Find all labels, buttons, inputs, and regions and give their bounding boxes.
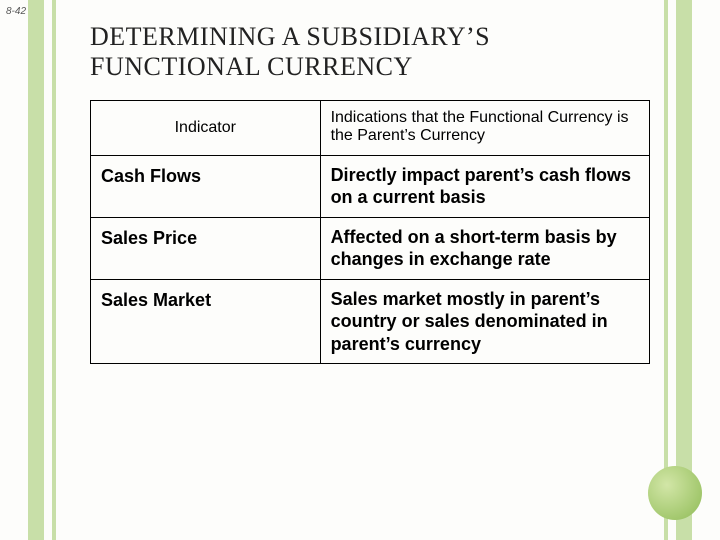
slide-title: DETERMINING A SUBSIDIARY’S FUNCTIONAL CU… <box>90 22 650 82</box>
header-indicator: Indicator <box>91 100 321 155</box>
cell-description: Affected on a short-term basis by change… <box>320 217 649 279</box>
table-row: Sales Market Sales market mostly in pare… <box>91 279 650 364</box>
decor-circle <box>648 466 702 520</box>
cell-indicator: Sales Price <box>91 217 321 279</box>
decor-stripe-left-thin <box>52 0 56 540</box>
decor-stripe-right-wide <box>676 0 692 540</box>
table-header-row: Indicator Indications that the Functiona… <box>91 100 650 155</box>
decor-stripe-right-thin <box>664 0 668 540</box>
cell-indicator: Cash Flows <box>91 155 321 217</box>
title-line-1: DETERMINING A SUBSIDIARY’S <box>90 22 490 51</box>
decor-stripe-left-wide <box>28 0 44 540</box>
page-number: 8-42 <box>6 6 26 17</box>
title-line-2: FUNCTIONAL CURRENCY <box>90 52 413 81</box>
table-row: Cash Flows Directly impact parent’s cash… <box>91 155 650 217</box>
cell-description: Sales market mostly in parent’s country … <box>320 279 649 364</box>
cell-description: Directly impact parent’s cash flows on a… <box>320 155 649 217</box>
table-row: Sales Price Affected on a short-term bas… <box>91 217 650 279</box>
indicators-table: Indicator Indications that the Functiona… <box>90 100 650 365</box>
slide-content: DETERMINING A SUBSIDIARY’S FUNCTIONAL CU… <box>90 22 650 364</box>
header-description: Indications that the Functional Currency… <box>320 100 649 155</box>
cell-indicator: Sales Market <box>91 279 321 364</box>
